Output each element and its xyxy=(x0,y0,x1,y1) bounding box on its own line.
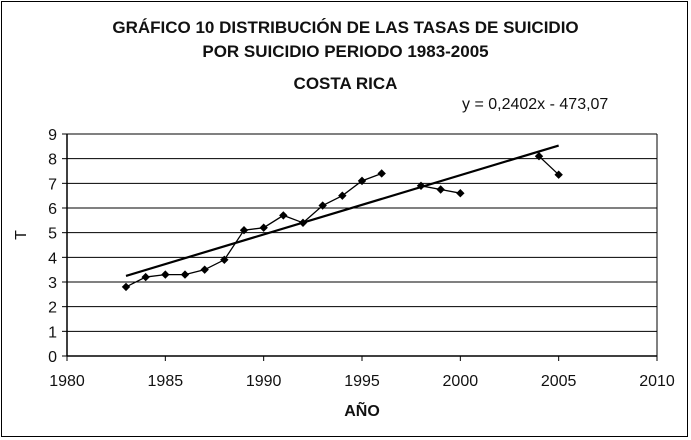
series-line xyxy=(125,172,382,288)
data-point xyxy=(239,226,249,235)
data-point xyxy=(318,201,327,210)
data-point xyxy=(220,255,229,264)
y-tick-label: 5 xyxy=(48,226,57,243)
series-line xyxy=(538,155,560,176)
x-tick-label: 1995 xyxy=(344,373,380,390)
gridlines xyxy=(67,133,658,356)
data-point xyxy=(554,170,563,179)
axes xyxy=(66,134,657,357)
x-tick-labels: 1980 1985 1990 1995 2000 2005 2010 xyxy=(49,356,675,390)
trendline-equation: y = 0,2402x - 473,07 xyxy=(462,96,609,113)
trendline xyxy=(125,144,559,277)
data-point xyxy=(180,270,190,279)
y-tick-label: 0 xyxy=(48,349,57,366)
chart-subtitle: COSTA RICA xyxy=(293,74,398,93)
x-axis-label: AÑO xyxy=(344,400,380,420)
data-point xyxy=(416,181,426,190)
y-tick-label: 9 xyxy=(48,127,57,144)
x-tick-label: 1985 xyxy=(148,373,184,390)
data-point xyxy=(141,272,150,282)
y-tick-label: 4 xyxy=(48,250,57,267)
data-point xyxy=(121,282,131,292)
y-tick-labels: 0 1 2 3 4 5 6 7 8 9 xyxy=(48,127,67,366)
chart-title-line2: POR SUICIDIO PERIODO 1983-2005 xyxy=(202,42,489,61)
data-point xyxy=(279,211,288,220)
y-tick-label: 1 xyxy=(48,324,57,341)
y-tick-label: 2 xyxy=(48,300,57,317)
y-axis-label: T xyxy=(13,230,30,240)
trendline-group xyxy=(125,144,559,277)
y-tick-label: 3 xyxy=(48,275,57,292)
x-tick-label: 2000 xyxy=(443,373,479,390)
data-point xyxy=(357,176,367,186)
series-group xyxy=(121,152,563,292)
chart-title: GRÁFICO 10 DISTRIBUCIÓN DE LAS TASAS DE … xyxy=(112,18,579,37)
x-tick-label: 1990 xyxy=(246,373,282,390)
data-point xyxy=(377,169,386,178)
data-point xyxy=(200,265,209,274)
data-point xyxy=(259,223,268,232)
data-point xyxy=(298,218,308,227)
data-point xyxy=(534,152,544,161)
x-tick-label: 1980 xyxy=(49,373,85,390)
data-point xyxy=(338,191,347,200)
data-point xyxy=(161,270,170,279)
x-tick-label: 2010 xyxy=(639,373,675,390)
y-tick-label: 8 xyxy=(48,152,57,169)
data-point xyxy=(436,185,445,194)
y-tick-label: 7 xyxy=(48,176,57,193)
data-point xyxy=(456,189,465,198)
y-tick-label: 6 xyxy=(48,201,57,218)
x-tick-label: 2005 xyxy=(541,373,577,390)
